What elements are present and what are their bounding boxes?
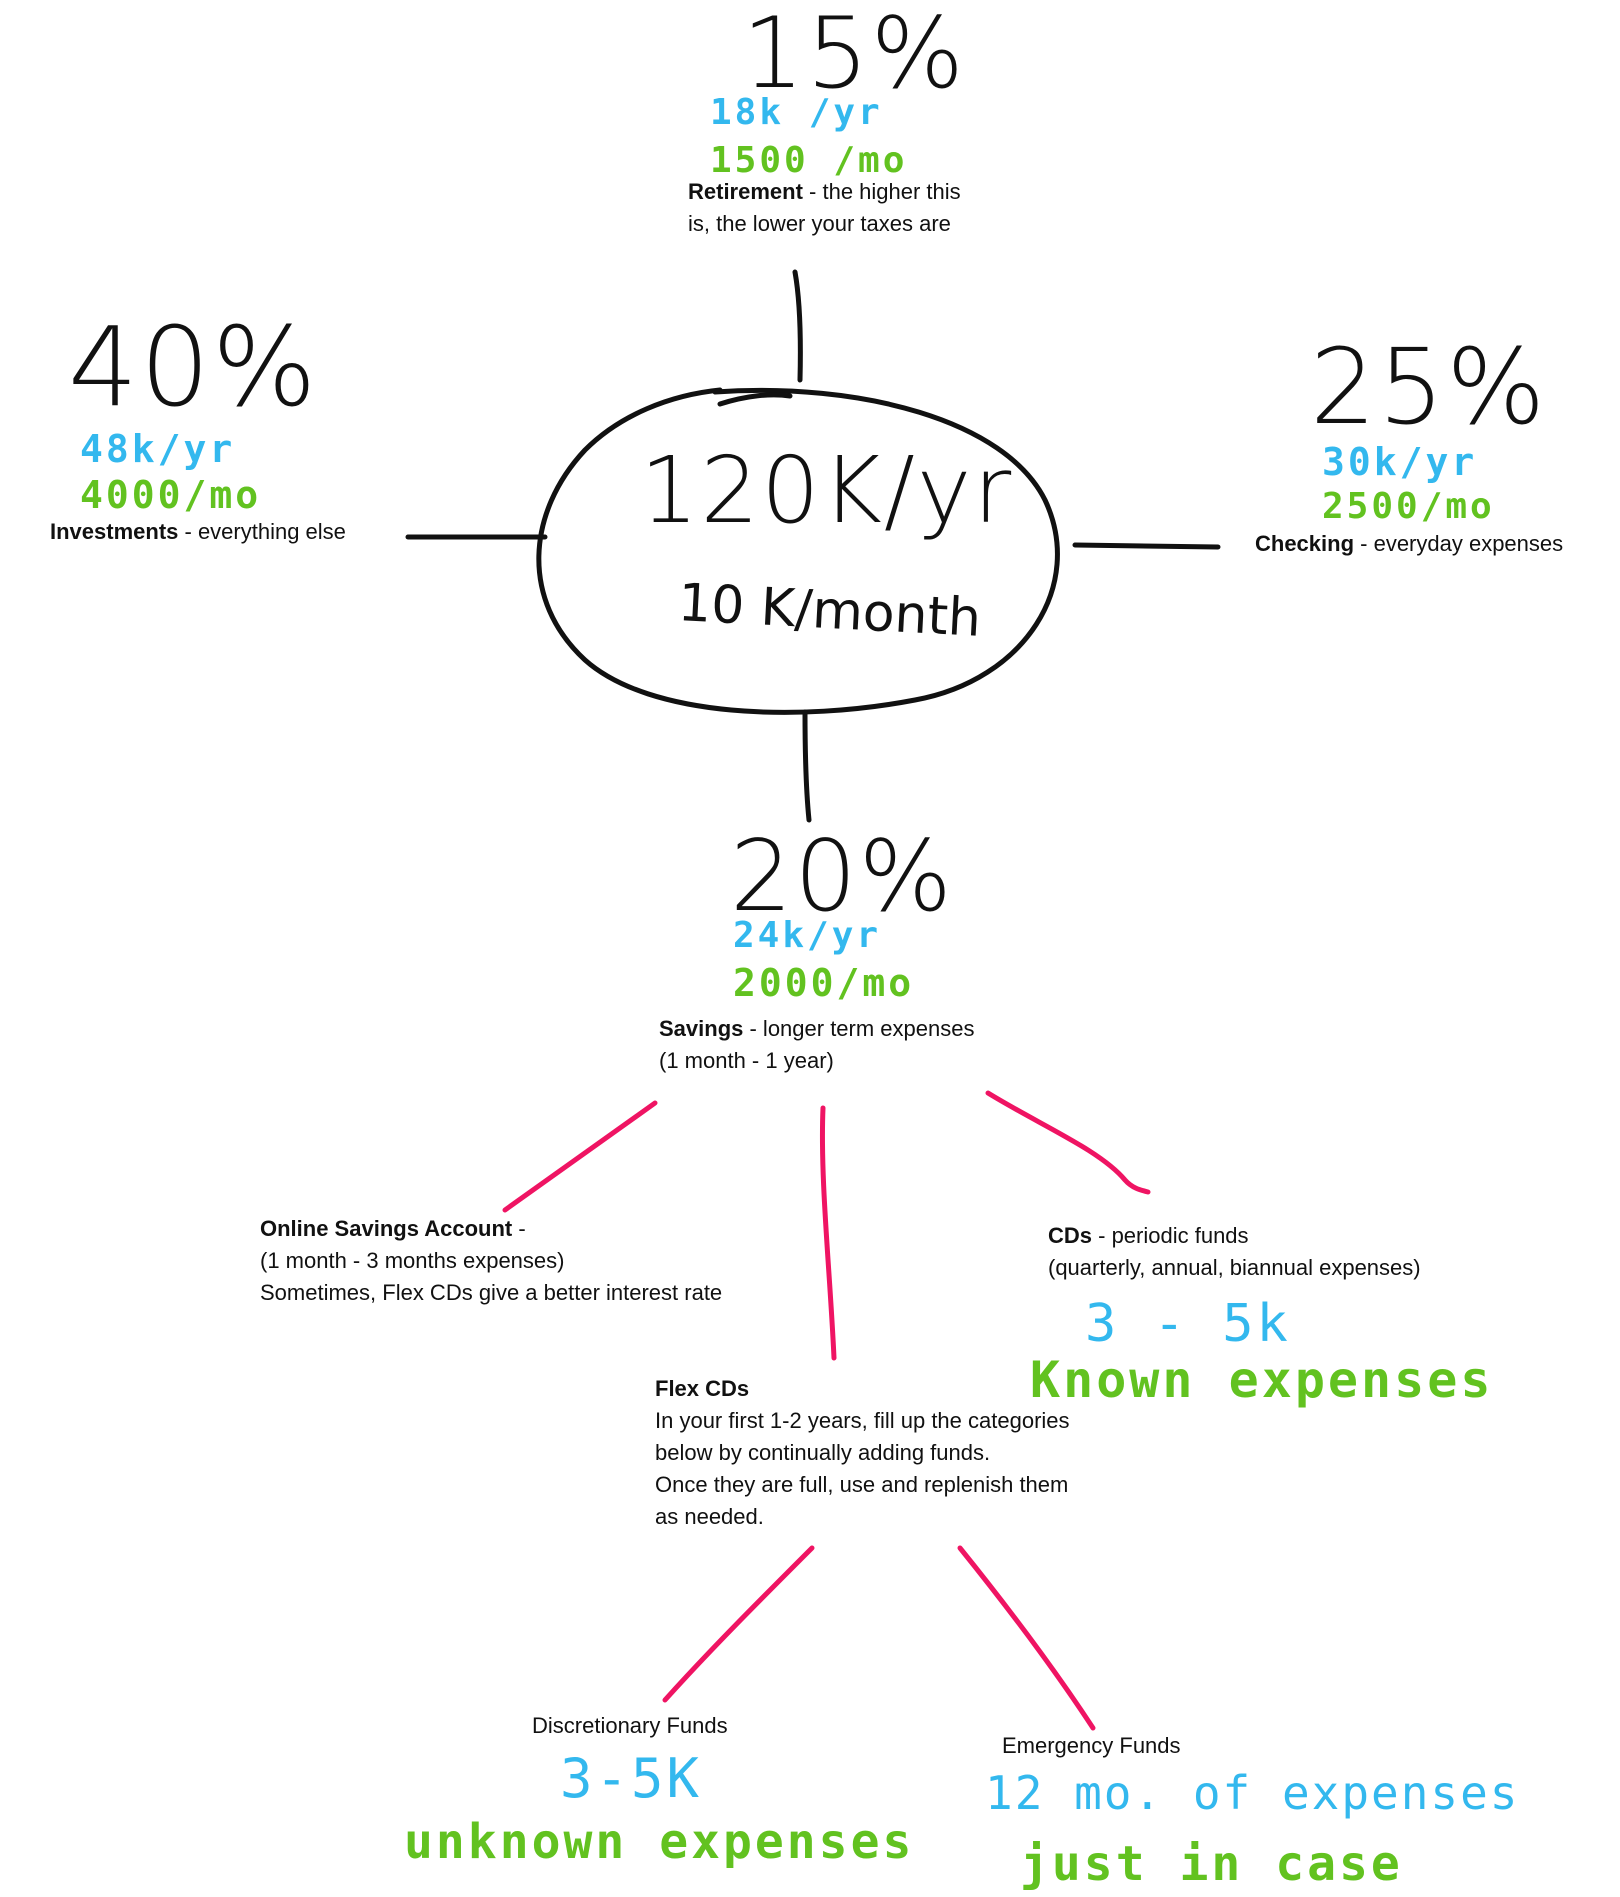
center-ellipse-overlap — [717, 392, 793, 407]
center-ellipse — [536, 387, 1060, 715]
emergency-amount: 12 mo. of expenses — [985, 1766, 1520, 1820]
cds-label: CDs - periodic funds (quarterly, annual,… — [1048, 1220, 1421, 1284]
cds-desc: - periodic funds — [1092, 1223, 1249, 1248]
cds-amount: 3 - 5k — [1085, 1294, 1291, 1354]
line-to-cds — [985, 1090, 1151, 1195]
flex-cds-line-5: as needed. — [655, 1504, 764, 1529]
investments-name: Investments — [50, 519, 179, 544]
flex-cds-name: Flex CDs — [655, 1376, 750, 1401]
center-monthly: 10 K/month — [676, 573, 983, 649]
cds-name: CDs — [1048, 1223, 1093, 1248]
retirement-desc-2: is, the lower your taxes are — [688, 211, 951, 236]
flex-cds-line-2: In your first 1-2 years, fill up the cat… — [655, 1408, 1070, 1433]
checking-monthly: 2500/mo — [1322, 486, 1495, 527]
line-to-retirement — [792, 269, 803, 383]
online-savings-suffix: - — [512, 1216, 526, 1241]
emergency-note: just in case — [1020, 1836, 1403, 1892]
line-to-emergency — [957, 1545, 1096, 1731]
line-to-flex-cds — [819, 1105, 837, 1361]
discretionary-amount: 3-5K — [560, 1747, 703, 1810]
savings-name: Savings — [659, 1016, 744, 1041]
investments-desc: - everything else — [178, 519, 346, 544]
retirement-monthly: 1500 /mo — [710, 140, 908, 181]
checking-percent: 25% — [1310, 326, 1548, 448]
cds-line-2: (quarterly, annual, biannual expenses) — [1048, 1255, 1421, 1280]
retirement-yearly: 18k /yr — [710, 92, 883, 133]
investments-yearly: 48k/yr — [80, 427, 236, 471]
flex-cds-line-4: Once they are full, use and replenish th… — [655, 1472, 1069, 1497]
retirement-percent: 15% — [742, 0, 966, 111]
retirement-label: Retirement - the higher this is, the low… — [688, 176, 961, 240]
checking-desc: - everyday expenses — [1354, 531, 1564, 556]
online-savings-line-3: Sometimes, Flex CDs give a better intere… — [260, 1280, 723, 1305]
savings-desc-2: (1 month - 1 year) — [659, 1048, 834, 1073]
line-to-discretionary — [662, 1545, 815, 1703]
cds-note: Known expenses — [1030, 1351, 1494, 1409]
investments-percent: 40% — [68, 303, 319, 431]
savings-yearly: 24k/yr — [733, 915, 882, 956]
flex-cds-line-3: below by continually adding funds. — [655, 1440, 991, 1465]
retirement-desc-1: - the higher this — [802, 179, 961, 204]
flex-cds-label: Flex CDs In your first 1-2 years, fill u… — [655, 1373, 1070, 1533]
checking-yearly: 30k/yr — [1322, 440, 1478, 484]
line-to-savings — [802, 709, 812, 823]
discretionary-name: Discretionary Funds — [532, 1713, 728, 1738]
discretionary-note: unknown expenses — [404, 1814, 915, 1870]
online-savings-name: Online Savings Account — [260, 1216, 513, 1241]
online-savings-line-2: (1 month - 3 months expenses) — [260, 1248, 565, 1273]
emergency-name: Emergency Funds — [1002, 1733, 1181, 1758]
savings-monthly: 2000/mo — [733, 961, 915, 1005]
checking-label: Checking - everyday expenses — [1255, 528, 1563, 560]
checking-name: Checking — [1255, 531, 1355, 556]
investments-monthly: 4000/mo — [80, 473, 262, 517]
line-to-online-savings — [502, 1100, 658, 1213]
line-to-checking — [1072, 542, 1221, 550]
savings-percent: 20% — [730, 820, 954, 934]
online-savings-label: Online Savings Account - (1 month - 3 mo… — [260, 1213, 722, 1309]
savings-label: Savings - longer term expenses (1 month … — [659, 1013, 974, 1077]
retirement-name: Retirement — [688, 179, 803, 204]
savings-desc-1: - longer term expenses — [743, 1016, 975, 1041]
center-yearly: 120K/yr — [640, 437, 1014, 544]
investments-label: Investments - everything else — [50, 516, 346, 548]
